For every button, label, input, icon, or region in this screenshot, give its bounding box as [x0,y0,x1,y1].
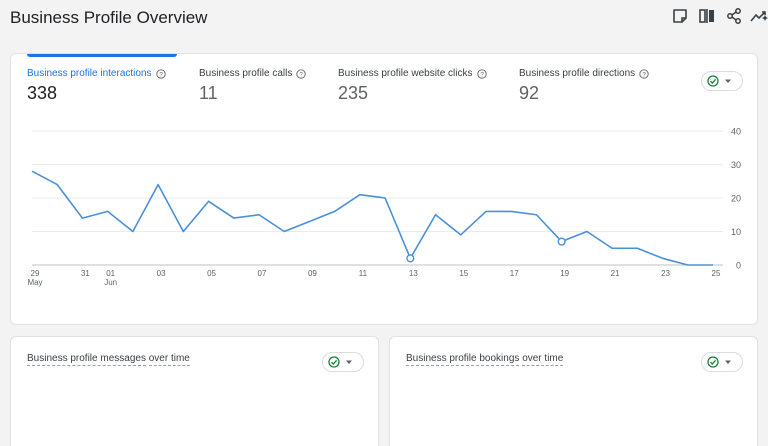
messages-card-title: Business profile messages over time [27,353,190,366]
y-tick-label: 0 [736,261,741,271]
metric-label: Business profile interactions [27,68,152,79]
page-title: Business Profile Overview [10,8,208,27]
x-tick-label: 03 [157,269,166,278]
x-tick-month-label: May [27,278,42,287]
x-tick-label: 11 [359,269,368,278]
metric-value: 235 [338,83,369,103]
y-tick-label: 30 [731,160,741,170]
x-tick-label: 23 [661,269,670,278]
compare-icon[interactable] [698,7,716,25]
y-tick-label: 10 [731,227,741,237]
bookings-card-title: Business profile bookings over time [406,353,564,366]
metric-tab-interactions[interactable]: Business profile interactions ? 338 [27,68,166,104]
dimension-name[interactable]: over time [148,353,190,366]
x-tick-label: 25 [712,269,721,278]
check-circle-icon [707,75,719,87]
caret-down-icon [725,79,731,83]
metric-name[interactable]: Business profile bookings [406,353,520,366]
metric-label: Business profile website clicks [338,68,473,79]
caret-down-icon [346,360,352,364]
svg-text:?: ? [642,71,646,78]
metric-label: Business profile directions [519,68,636,79]
x-tick-label: 15 [459,269,468,278]
svg-text:?: ? [480,71,484,78]
metric-name[interactable]: Business profile messages [27,353,146,366]
check-circle-icon [707,356,719,368]
metric-value: 338 [27,83,58,103]
insights-icon[interactable] [750,7,768,25]
status-dropdown[interactable] [322,352,364,372]
page-header: Business Profile Overview [0,0,768,38]
metric-value: 11 [199,83,218,103]
x-tick-label: 17 [510,269,519,278]
svg-text:?: ? [300,71,304,78]
series-line [31,170,713,266]
x-tick-label: 19 [560,269,569,278]
help-icon[interactable]: ? [296,68,307,79]
y-tick-label: 20 [731,194,741,204]
dimension-name[interactable]: over time [522,353,564,366]
x-tick-label: 13 [409,269,418,278]
metric-tab-website-clicks[interactable]: Business profile website clicks ? 235 [338,68,487,104]
help-icon[interactable]: ? [155,68,166,79]
status-dropdown[interactable] [701,71,743,91]
data-point-marker [406,254,415,263]
x-tick-month-label: Jun [104,278,117,287]
metric-tab-directions[interactable]: Business profile directions ? 92 [519,68,649,104]
notes-icon[interactable] [671,7,689,25]
data-point-marker [557,237,566,246]
x-tick-label: 21 [611,269,620,278]
help-icon[interactable]: ? [639,68,649,79]
caret-down-icon [725,360,731,364]
messages-card: Business profile messages over time [10,336,379,446]
interactions-card: Business profile interactions ? 338 Busi… [10,53,758,325]
metric-tab-calls[interactable]: Business profile calls ? 11 [199,68,307,104]
x-tick-label: 07 [258,269,267,278]
x-tick-label: 29 [31,269,40,278]
bookings-card: Business profile bookings over time [389,336,758,446]
y-tick-label: 40 [731,127,741,137]
active-tab-indicator [27,54,177,57]
x-tick-label: 05 [207,269,216,278]
share-icon[interactable] [725,7,743,25]
metric-label: Business profile calls [199,68,293,79]
metric-value: 92 [519,83,540,103]
x-tick-label: 01 [106,269,115,278]
x-tick-label: 31 [81,269,90,278]
status-dropdown[interactable] [701,352,743,372]
x-tick-label: 09 [308,269,317,278]
help-icon[interactable]: ? [476,68,487,79]
check-circle-icon [328,356,340,368]
svg-text:?: ? [159,71,163,78]
